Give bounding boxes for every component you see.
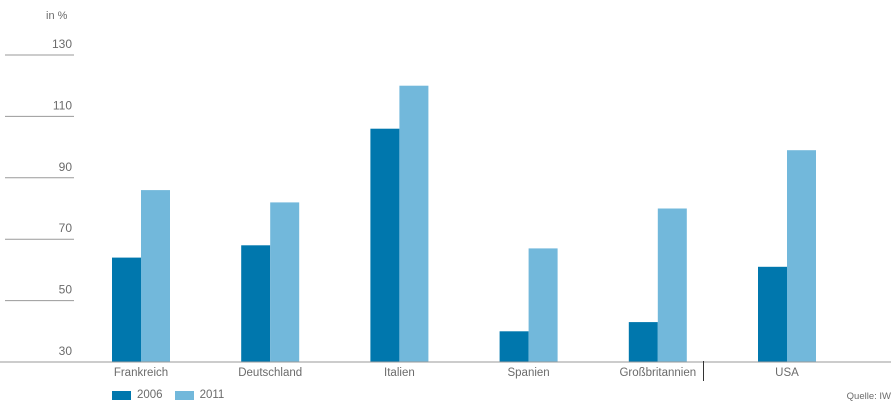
bar-2011-spanien (528, 248, 558, 362)
y-tick-label: 130 (52, 37, 72, 51)
x-tick-label: Frankreich (114, 367, 168, 379)
bar-2006-italien (370, 128, 400, 362)
legend-swatch-2011 (174, 390, 194, 400)
x-tick-label: Italien (384, 367, 415, 379)
y-tick-label: 70 (59, 221, 73, 235)
bar-2006-spanien (499, 331, 529, 362)
legend-label-2006: 2006 (137, 389, 163, 401)
bar-2011-usa (787, 150, 816, 362)
source-note: Quelle: IW (846, 391, 891, 402)
legend-label-2011: 2011 (199, 389, 225, 401)
bar-2006-frankreich (112, 257, 141, 362)
bar-2011-italien (399, 85, 429, 362)
bar-2006-usa (758, 266, 787, 362)
text-cursor (703, 361, 704, 381)
legend: 2006 2011 (112, 389, 236, 401)
y-unit-label: in % (46, 10, 68, 22)
y-tick-label: 30 (59, 344, 73, 358)
bar-2006-großbritannien (628, 322, 658, 362)
bar-2006-deutschland (241, 245, 271, 362)
legend-item-2006: 2006 (112, 389, 163, 401)
x-tick-label: Deutschland (238, 367, 302, 379)
y-tick-label: 90 (59, 160, 73, 174)
x-tick-label: USA (775, 367, 799, 379)
x-tick-label: Großbritannien (619, 367, 696, 379)
bar-2011-großbritannien (657, 208, 687, 362)
bar-2011-deutschland (270, 202, 300, 362)
legend-item-2011: 2011 (174, 389, 225, 401)
y-tick-label: 110 (53, 98, 72, 112)
y-tick-label: 50 (59, 283, 73, 297)
legend-swatch-2006 (112, 390, 131, 400)
bar-2011-frankreich (141, 190, 170, 362)
x-tick-label: Spanien (507, 367, 549, 379)
